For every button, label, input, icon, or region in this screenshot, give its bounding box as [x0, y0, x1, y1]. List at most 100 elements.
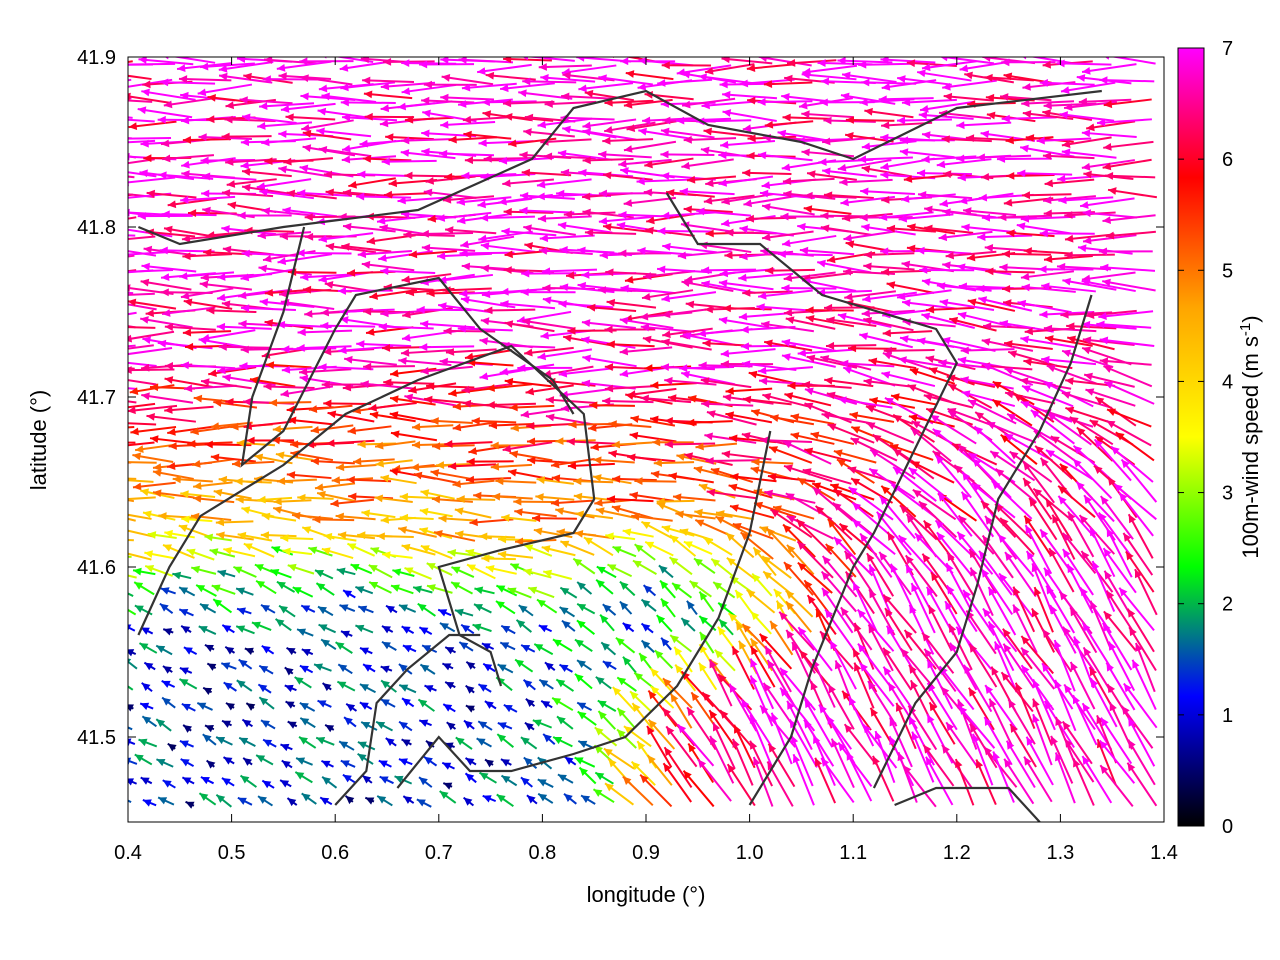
wind-arrow — [818, 704, 853, 750]
wind-arrow — [1044, 178, 1095, 188]
wind-arrow — [1031, 563, 1054, 615]
wind-arrow — [1041, 282, 1096, 293]
wind-arrow — [1096, 118, 1152, 127]
wind-arrow — [550, 458, 595, 469]
wind-arrow — [299, 664, 314, 674]
wind-arrow — [784, 392, 832, 407]
wind-arrow — [465, 475, 512, 484]
wind-arrow — [693, 557, 716, 575]
wind-arrow — [703, 194, 755, 205]
wind-arrow — [128, 757, 138, 765]
wind-arrow — [1017, 299, 1072, 314]
wind-arrow — [280, 102, 336, 113]
wind-arrow — [867, 680, 898, 727]
wind-arrow — [294, 771, 313, 784]
wind-arrow — [868, 467, 916, 500]
wind-arrow — [1096, 320, 1152, 329]
wind-arrow — [602, 223, 653, 234]
wind-arrow — [701, 266, 757, 275]
wind-arrow — [704, 432, 757, 444]
wind-arrow — [593, 456, 635, 465]
wind-arrow — [134, 753, 153, 766]
wind-arrow — [930, 571, 958, 615]
wind-arrow — [761, 203, 815, 216]
wind-arrow — [811, 482, 857, 501]
wind-arrow — [128, 158, 155, 165]
wind-arrow — [956, 121, 1012, 130]
wind-arrow — [401, 625, 415, 634]
wind-arrow — [659, 579, 676, 599]
wind-arrow — [132, 452, 174, 463]
wind-arrow — [473, 603, 492, 614]
wind-arrow — [923, 648, 957, 693]
wind-arrow — [881, 371, 936, 388]
wind-arrow — [401, 697, 415, 708]
wind-arrow — [1103, 365, 1153, 388]
wind-arrow — [340, 759, 356, 768]
wind-arrow — [703, 127, 753, 138]
wind-arrow — [910, 460, 955, 484]
wind-arrow — [128, 298, 177, 310]
wind-arrow — [938, 665, 975, 711]
wind-arrow — [257, 795, 274, 807]
wind-arrow — [577, 740, 595, 750]
wind-arrow — [536, 476, 574, 485]
wind-arrow — [507, 587, 532, 599]
wind-arrow — [757, 289, 813, 300]
wind-arrow — [441, 761, 455, 770]
wind-arrow — [993, 641, 1018, 693]
wind-arrow — [454, 608, 474, 617]
wind-arrow — [381, 551, 413, 560]
wind-arrow — [498, 156, 554, 165]
wind-arrow — [949, 642, 978, 691]
wind-arrow — [782, 177, 835, 186]
wind-arrow — [699, 631, 715, 654]
wind-arrow — [1039, 79, 1095, 87]
wind-arrow — [128, 513, 152, 520]
wind-arrow — [756, 303, 812, 312]
wind-arrow — [381, 157, 437, 166]
wind-arrow — [900, 193, 956, 203]
wind-arrow — [880, 485, 917, 518]
wind-arrow — [524, 721, 535, 731]
wind-arrow — [298, 736, 317, 749]
wind-arrow — [218, 61, 274, 73]
wind-arrow — [975, 759, 997, 806]
wind-arrow — [286, 189, 337, 200]
wind-arrow — [671, 582, 693, 599]
wind-arrow — [843, 550, 875, 595]
wind-arrow — [903, 174, 953, 183]
wind-arrow — [1102, 214, 1156, 224]
wind-arrow — [197, 83, 253, 97]
wind-arrow — [416, 305, 472, 314]
wind-arrow — [340, 630, 353, 638]
wind-arrow — [1054, 679, 1077, 732]
x-tick-label: 0.9 — [632, 842, 660, 864]
wind-arrow — [265, 361, 312, 370]
wind-arrow — [519, 206, 575, 215]
wind-arrow — [257, 495, 293, 504]
wind-arrow — [740, 698, 772, 747]
wind-arrow — [905, 564, 934, 614]
wind-arrow — [424, 684, 437, 693]
wind-arrow — [495, 600, 516, 615]
wind-arrow — [746, 63, 796, 72]
wind-arrow — [543, 152, 596, 161]
wind-arrow — [490, 462, 533, 471]
wind-arrow — [595, 507, 636, 519]
wind-arrow — [916, 246, 972, 255]
wind-arrow — [897, 751, 918, 803]
wind-arrow — [257, 121, 313, 130]
wind-arrow — [801, 380, 852, 389]
wind-arrow — [821, 555, 858, 598]
wind-arrow — [868, 564, 893, 616]
wind-arrow — [398, 357, 452, 367]
wind-arrow — [141, 715, 158, 728]
wind-arrow — [504, 320, 555, 333]
wind-arrow — [490, 441, 532, 450]
wind-arrow — [605, 532, 636, 541]
wind-arrow — [1104, 57, 1156, 65]
wind-arrow — [502, 178, 555, 188]
wind-arrow — [722, 90, 778, 100]
wind-arrow — [987, 621, 1015, 672]
